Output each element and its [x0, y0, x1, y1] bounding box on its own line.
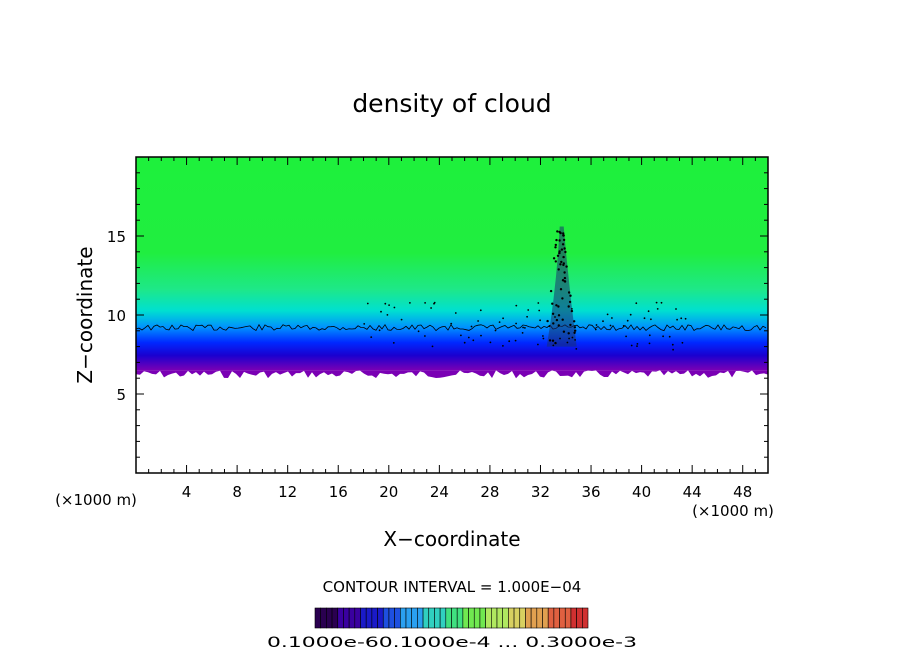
colorbar-swatch: [428, 607, 435, 629]
colorbar-swatch: [388, 607, 395, 629]
colorbar-swatch: [411, 607, 418, 629]
x-tick-label: 28: [480, 483, 499, 501]
colorbar-swatch: [343, 607, 350, 629]
colorbar-swatch: [559, 607, 566, 629]
colorbar-swatch: [371, 607, 378, 629]
colorbar-swatch: [405, 607, 412, 629]
colorbar-swatch: [570, 607, 577, 629]
colorbar-swatch: [542, 607, 549, 629]
colorbar-swatch: [326, 607, 333, 629]
colorbar-swatch: [434, 607, 441, 629]
x-tick-label: 8: [232, 483, 242, 501]
colorbar-swatch: [360, 607, 367, 629]
colorbar-swatch: [422, 607, 430, 629]
colorbar-swatch: [337, 607, 344, 629]
y-axis-label: Z−coordinate: [73, 246, 97, 383]
x-axis-label: X−coordinate: [383, 527, 520, 551]
colorbar-swatch: [331, 607, 339, 629]
cloud-base: [136, 370, 768, 379]
colorbar-swatch: [365, 607, 373, 629]
colorbar-swatch: [502, 607, 509, 629]
colorbar-swatch: [513, 607, 521, 629]
colorbar-swatch: [417, 607, 424, 629]
y-axis: 5 10 15: [107, 172, 768, 458]
colorbar-swatch: [456, 607, 464, 629]
x-axis-unit: (×1000 m): [692, 502, 774, 520]
colorbar-swatch: [320, 607, 327, 629]
colorbar-swatch: [400, 607, 407, 629]
colorbar-swatch: [479, 607, 486, 629]
colorbar-labels: 0.1000e-60.1000e-4 ... 0.3000e-3: [267, 635, 637, 651]
colorbar-swatch: [582, 607, 589, 629]
colorbar-swatch: [530, 607, 538, 629]
cloud-field: [136, 157, 768, 371]
colorbar-swatch: [519, 607, 526, 629]
x-tick-label: 36: [581, 483, 600, 501]
convective-plume: [546, 226, 577, 347]
x-tick-label: 4: [182, 483, 192, 501]
colorbar-swatch: [377, 607, 384, 629]
colorbar-swatch: [508, 607, 515, 629]
y-axis-unit: (×1000 m): [55, 491, 137, 509]
contour-specks: [363, 301, 687, 351]
colorbar-swatch: [468, 607, 475, 629]
x-tick-label: 20: [379, 483, 398, 501]
x-tick-label: 48: [733, 483, 752, 501]
chart-title: density of cloud: [352, 89, 551, 118]
colorbar-swatch: [553, 607, 560, 629]
colorbar-swatch: [354, 607, 361, 629]
x-tick-label: 16: [329, 483, 348, 501]
x-axis: 4 8 12 16 20 24 28 32 36 40 44 48: [148, 157, 756, 501]
colorbar-swatch: [382, 607, 390, 629]
colorbar-swatch: [496, 607, 503, 629]
y-tick-label: 10: [107, 307, 126, 325]
colorbar-swatch: [451, 607, 458, 629]
colorbar-swatch: [491, 607, 498, 629]
colorbar-swatch: [536, 607, 543, 629]
colorbar-swatch: [485, 607, 492, 629]
colorbar-swatch: [394, 607, 401, 629]
colorbar: [314, 607, 589, 629]
colorbar-swatch: [348, 607, 356, 629]
colorbar-swatch: [314, 607, 321, 629]
y-tick-label: 15: [107, 228, 126, 246]
x-tick-label: 44: [683, 483, 702, 501]
colorbar-swatch: [525, 607, 532, 629]
contour-interval-label: CONTOUR INTERVAL = 1.000E−04: [323, 578, 582, 596]
x-tick-label: 32: [531, 483, 550, 501]
x-tick-label: 40: [632, 483, 651, 501]
colorbar-swatch: [445, 607, 452, 629]
plot-area: [135, 157, 768, 379]
colorbar-swatch: [439, 607, 447, 629]
contour-line: [135, 323, 767, 332]
colorbar-swatch: [547, 607, 555, 629]
colorbar-swatch: [473, 607, 481, 629]
colorbar-swatch: [564, 607, 572, 629]
y-tick-label: 5: [116, 386, 126, 404]
colorbar-swatch: [462, 607, 469, 629]
x-tick-label: 24: [430, 483, 449, 501]
x-tick-label: 12: [278, 483, 297, 501]
colorbar-swatch: [576, 607, 583, 629]
